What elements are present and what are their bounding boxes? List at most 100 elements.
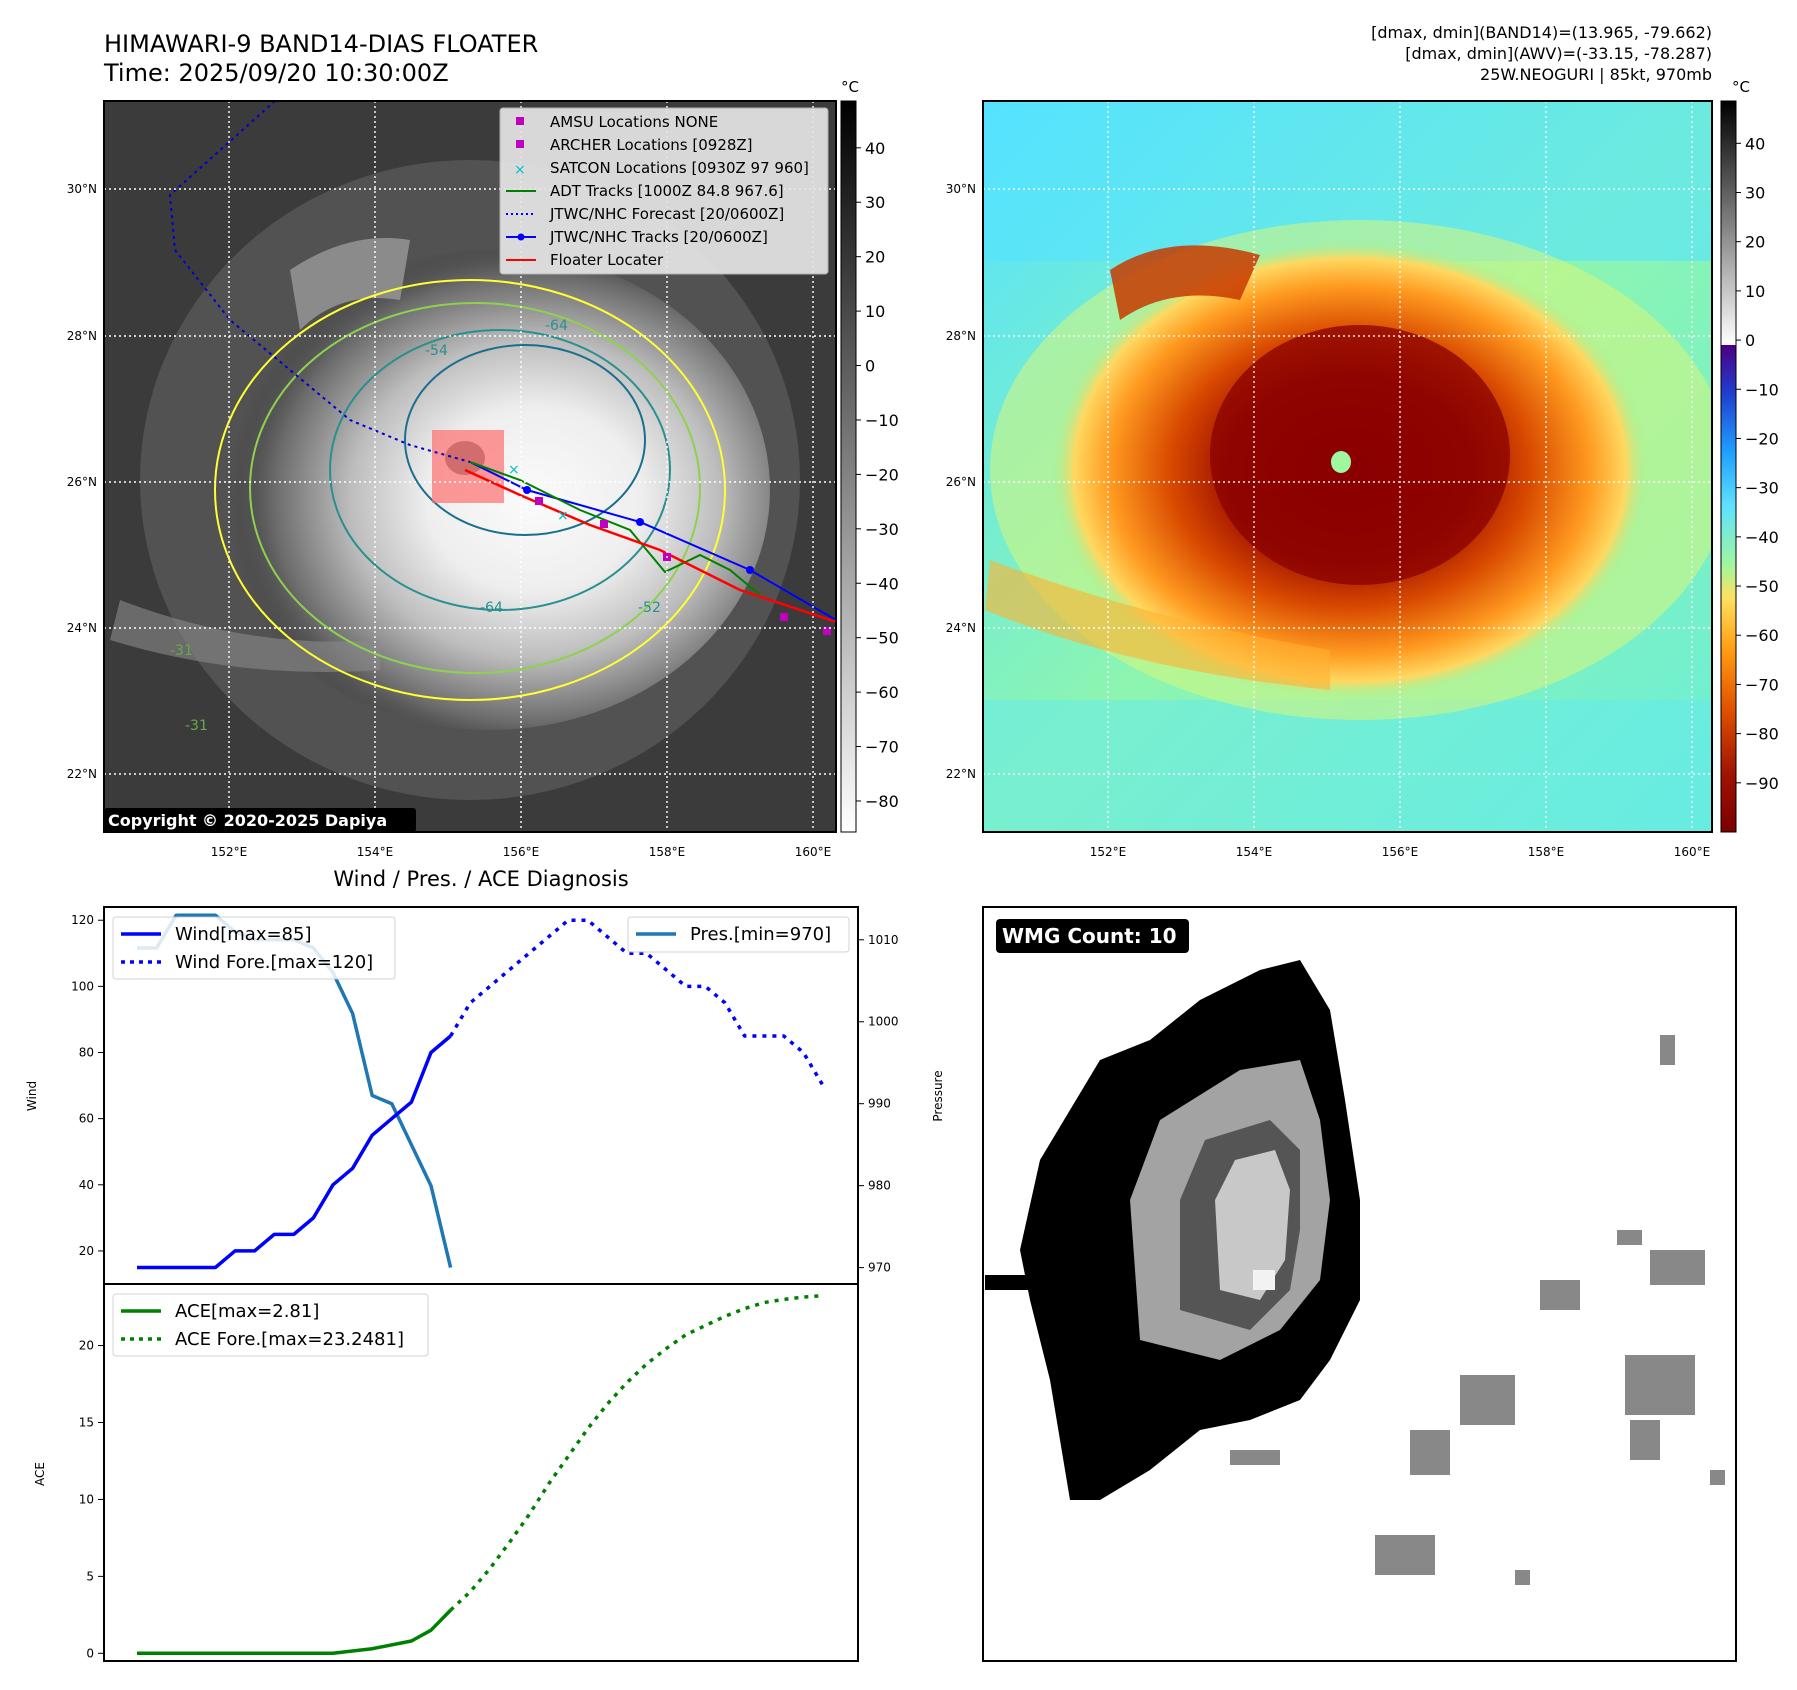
colorbar-tick-label: −70 (865, 738, 899, 757)
lon-label: 158°E (649, 845, 686, 859)
ir-spiral-band (290, 238, 410, 330)
axis-tick-label: 1010 (868, 933, 899, 947)
lat-label: 30°N (67, 182, 97, 196)
legend-satcon: SATCON Locations [0930Z 97 960] (550, 159, 809, 177)
wmg-patch (1515, 1570, 1530, 1585)
jtwc-track-point (523, 486, 531, 494)
lat-label: 22°N (946, 767, 976, 781)
wmg-panel: WMG Count: 10 (982, 906, 1737, 1662)
colorbar-tick-label: 10 (1745, 282, 1765, 301)
colorbar-tick-label: −10 (865, 411, 899, 430)
legend-swatch-amsu (516, 117, 524, 125)
lon-label: 156°E (503, 845, 540, 859)
awv-colorbar-ticks: 40 30 20 10 0 −10 −20 −30 −40 −50 −60 −70 −80 −90 (1736, 134, 1779, 793)
axis-tick-label: 80 (79, 1046, 94, 1060)
wind-axis-label: Wind (25, 1081, 39, 1111)
colorbar-tick-label: −20 (865, 465, 899, 484)
wmg-count-box (996, 919, 1189, 953)
ace-line (137, 1608, 452, 1656)
wmg-count: WMG Count: 10 (1002, 924, 1177, 948)
lon-label: 152°E (211, 845, 248, 859)
info-band14: [dmax, dmin](BAND14)=(13.965, -79.662) (1371, 23, 1712, 42)
info-storm: 25W.NEOGURI | 85kt, 970mb (1480, 65, 1712, 84)
colorbar-tick-label: −70 (1745, 675, 1779, 694)
colorbar-tick-label: −50 (1745, 577, 1779, 596)
wmg-patch (1625, 1355, 1695, 1415)
axis-tick-label: 10 (79, 1492, 94, 1506)
diagnosis-title: Wind / Pres. / ACE Diagnosis (333, 867, 628, 891)
legend-adt: ADT Tracks [1000Z 84.8 967.6] (550, 182, 784, 200)
ir-rainband (110, 600, 380, 672)
lon-label: 160°E (1674, 845, 1711, 859)
awv-colorbar-warm (1721, 101, 1736, 345)
ace-legend (112, 1293, 429, 1357)
lat-label: 28°N (946, 329, 976, 343)
floater-locater-track (464, 468, 836, 624)
lon-label: 160°E (795, 845, 832, 859)
contour-label: -64 (545, 318, 568, 334)
ir-colorbar (840, 100, 857, 833)
colorbar-tick-label: −20 (1745, 429, 1779, 448)
contour-teal (329, 329, 671, 611)
floater-box (432, 430, 504, 503)
wmg-patch (985, 1275, 1030, 1290)
awv-core (1210, 325, 1510, 585)
axis-tick-label: 20 (79, 1244, 94, 1258)
axis-tick-label: 5 (86, 1569, 94, 1583)
ir-colorbar-unit: °C (841, 78, 859, 96)
colorbar-tick-label: 40 (1745, 134, 1765, 153)
wmg-eye-region (1215, 1150, 1290, 1300)
jtwc-track-point (746, 566, 754, 574)
wind-ticks: 20 40 60 80 100 120 (71, 913, 104, 1258)
axis-tick-label: 980 (868, 1179, 891, 1193)
ir-map-frame (103, 100, 837, 833)
colorbar-tick-label: −60 (865, 683, 899, 702)
colorbar-tick-label: −90 (1745, 774, 1779, 793)
legend-wind-fore: Wind Fore.[max=120] (175, 952, 373, 973)
ace-series (137, 1293, 824, 1656)
contour-label: -54 (425, 343, 448, 359)
wmg-patch (1410, 1430, 1450, 1475)
awv-colorbar-unit: °C (1732, 78, 1750, 96)
contour-label: -52 (638, 600, 661, 616)
wind-legend (112, 916, 396, 980)
legend-floater: Floater Locater (550, 251, 664, 269)
legend-ace-fore: ACE Fore.[max=23.2481] (175, 1329, 404, 1350)
archer-marker (600, 520, 608, 528)
contour-label: -31 (170, 643, 193, 659)
legend-swatch-archer (516, 140, 524, 148)
satcon-marker: × (557, 508, 569, 524)
info-awv: [dmax, dmin](AWV)=(-33.15, -78.287) (1405, 44, 1712, 63)
wmg-patch (1630, 1420, 1660, 1460)
colorbar-tick-label: 30 (865, 193, 885, 212)
awv-band (1110, 245, 1260, 320)
jtwc-forecast-track (168, 101, 471, 463)
contour-yellow (214, 279, 726, 701)
pressure-legend (627, 916, 850, 953)
colorbar-tick-label: −40 (865, 574, 899, 593)
colorbar-tick-label: 0 (1745, 331, 1755, 350)
lon-label: 154°E (1236, 845, 1273, 859)
archer-marker (780, 613, 788, 621)
pressure-axis-label: Pressure (931, 1070, 945, 1121)
jtwc-track-point (636, 518, 644, 526)
axis-tick-label: 1000 (868, 1015, 899, 1029)
colorbar-tick-label: −80 (865, 792, 899, 811)
satcon-marker: × (508, 462, 520, 478)
colorbar-tick-label: −50 (865, 629, 899, 648)
wind-line (137, 1034, 452, 1270)
lon-label: 158°E (1528, 845, 1565, 859)
wmg-eye-warm (1253, 1270, 1275, 1290)
legend-tracks: JTWC/NHC Tracks [20/0600Z] (549, 228, 768, 246)
awv-map-panel: 30°N 28°N 26°N 24°N 22°N 152°E 154°E 156… (946, 78, 1779, 859)
ir-legend: AMSU Locations NONE ARCHER Locations [09… (499, 107, 829, 275)
lat-label: 24°N (946, 621, 976, 635)
wmg-patch (1540, 1280, 1580, 1310)
awv-dry-air-south (983, 700, 1712, 832)
adt-track (469, 461, 761, 596)
legend-forecast: JTWC/NHC Forecast [20/0600Z] (549, 205, 784, 223)
ace-ticks: 0 5 10 15 20 (79, 1339, 104, 1660)
colorbar-tick-label: −30 (865, 520, 899, 539)
lat-label: 22°N (67, 767, 97, 781)
pressure-ticks: 970 980 990 1000 1010 (858, 933, 899, 1275)
